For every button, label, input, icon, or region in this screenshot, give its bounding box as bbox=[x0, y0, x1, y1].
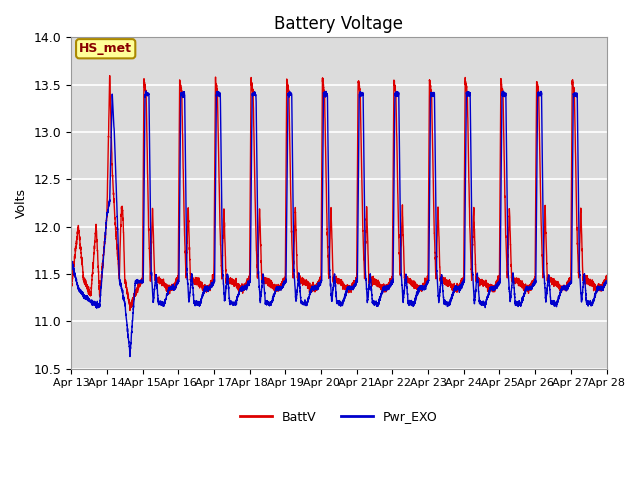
BattV bbox=[598, 284, 606, 289]
BattV bbox=[195, 281, 202, 287]
Legend: BattV, Pwr_EXO: BattV, Pwr_EXO bbox=[236, 406, 442, 429]
Pwr_EXO bbox=[197, 300, 205, 306]
BattV bbox=[106, 73, 113, 79]
Pwr_EXO bbox=[195, 302, 202, 308]
BattV bbox=[126, 308, 134, 313]
BattV bbox=[192, 277, 200, 283]
Pwr_EXO bbox=[307, 288, 315, 294]
Pwr_EXO bbox=[126, 354, 134, 360]
Text: HS_met: HS_met bbox=[79, 42, 132, 55]
Pwr_EXO bbox=[603, 278, 611, 284]
Y-axis label: Volts: Volts bbox=[15, 188, 28, 218]
BattV bbox=[269, 285, 277, 290]
Title: Battery Voltage: Battery Voltage bbox=[275, 15, 403, 33]
BattV bbox=[67, 282, 75, 288]
Pwr_EXO bbox=[269, 294, 277, 300]
BattV bbox=[307, 284, 315, 290]
Line: Pwr_EXO: Pwr_EXO bbox=[71, 91, 607, 357]
Pwr_EXO bbox=[142, 88, 150, 94]
BattV bbox=[197, 281, 205, 287]
Pwr_EXO bbox=[192, 300, 200, 306]
BattV bbox=[603, 273, 611, 278]
Pwr_EXO bbox=[67, 258, 75, 264]
Pwr_EXO bbox=[598, 286, 606, 292]
Line: BattV: BattV bbox=[71, 76, 607, 311]
